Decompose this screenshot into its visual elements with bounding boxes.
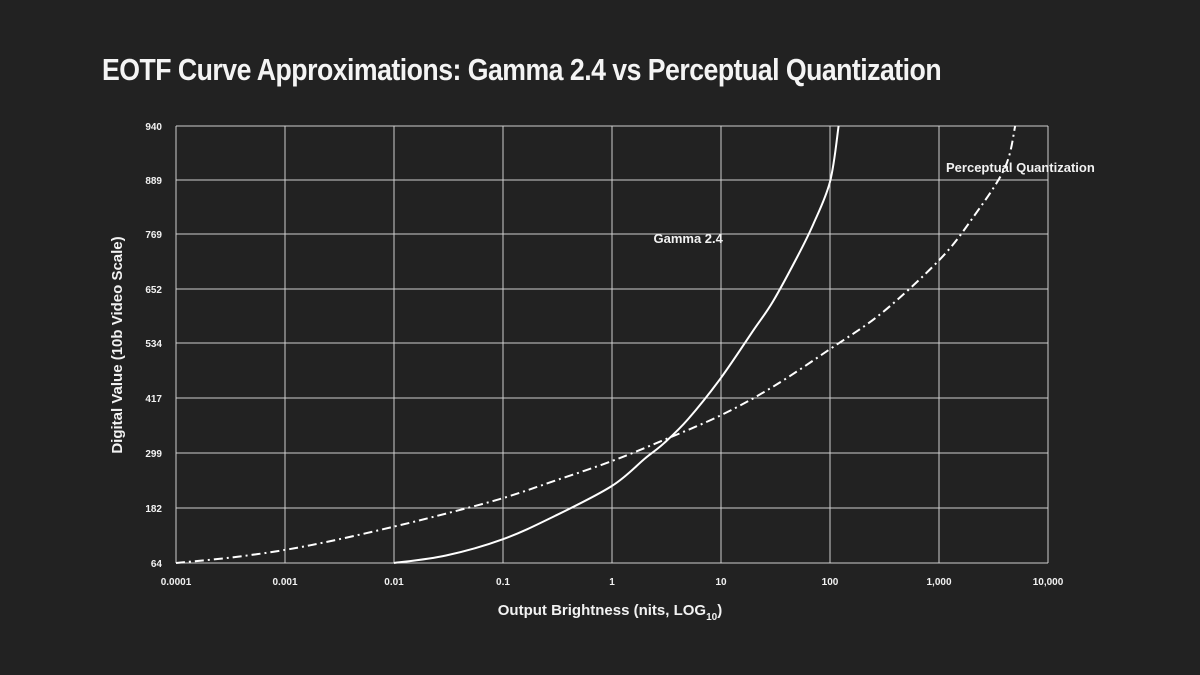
- y-tick-label: 534: [145, 339, 162, 350]
- y-tick-label: 417: [145, 394, 162, 405]
- y-tick-label: 64: [151, 559, 163, 570]
- x-tick-label: 10,000: [1033, 577, 1064, 588]
- x-tick-label: 10: [715, 577, 727, 588]
- x-tick-label: 0.0001: [161, 577, 192, 588]
- x-tick-label: 1,000: [926, 577, 951, 588]
- y-tick-label: 889: [145, 176, 162, 187]
- x-axis-title-subscript: 10: [706, 612, 718, 623]
- x-axis-title-suffix: ): [717, 602, 722, 619]
- y-tick-label: 769: [145, 230, 162, 241]
- gridlines: [175, 125, 1049, 564]
- x-axis-title-main: Output Brightness (nits, LOG: [498, 602, 706, 619]
- x-tick-label: 0.01: [384, 577, 404, 588]
- y-tick-label: 652: [145, 285, 162, 296]
- series-curves: [175, 125, 1017, 564]
- y-tick-label: 940: [145, 122, 162, 133]
- x-tick-label: 0.1: [496, 577, 510, 588]
- gamma-2-4-curve: [393, 125, 840, 564]
- x-tick-label: 0.001: [272, 577, 297, 588]
- x-tick-label: 1: [609, 577, 615, 588]
- gamma-2-4-label: Gamma 2.4: [654, 231, 724, 246]
- x-axis-title: Output Brightness (nits, LOG10): [498, 602, 722, 623]
- chart-title: EOTF Curve Approximations: Gamma 2.4 vs …: [102, 52, 942, 87]
- perceptual-quantization-curve: [175, 125, 1017, 564]
- perceptual-quantization-label: Perceptual Quantization: [946, 160, 1095, 175]
- tick-labels: 0.0001 0.001 0.01 0.1 1 10 100 1,000 10,000 64 182…: [145, 122, 1095, 588]
- x-tick-label: 100: [822, 577, 839, 588]
- y-tick-label: 182: [145, 504, 162, 515]
- y-axis-title: Digital Value (10b Video Scale): [109, 236, 126, 453]
- y-tick-label: 299: [145, 449, 162, 460]
